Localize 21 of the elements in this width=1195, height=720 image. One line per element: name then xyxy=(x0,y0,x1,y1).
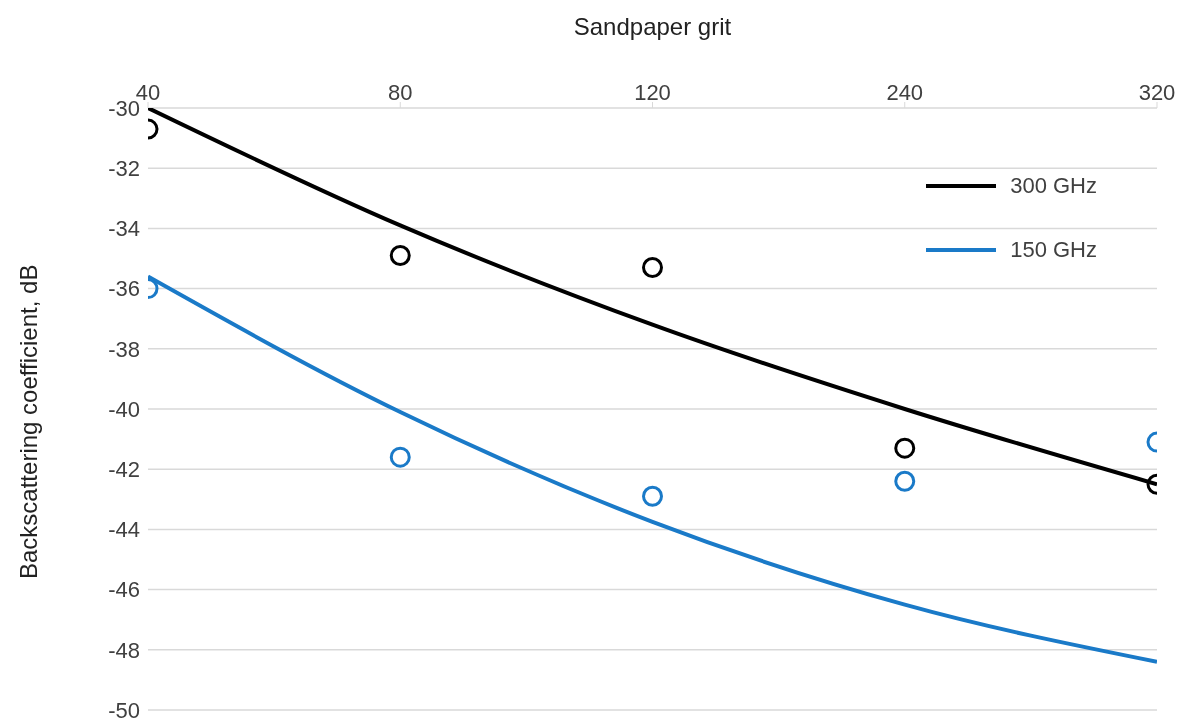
x-tick-label: 240 xyxy=(886,80,924,105)
y-tick-label: -42 xyxy=(108,457,140,483)
y-tick-label: -50 xyxy=(108,697,140,720)
y-tick-label: -44 xyxy=(108,517,140,543)
legend-label: 150 GHz xyxy=(1010,237,1097,263)
y-axis-title: Backscattering coefficient, dB xyxy=(14,264,42,579)
x-tick-label: 80 xyxy=(388,80,413,105)
y-tick-label: -48 xyxy=(108,637,140,663)
y-tick-label: -32 xyxy=(108,156,140,182)
legend-label: 300 GHz xyxy=(1010,173,1097,199)
y-tick-label: -34 xyxy=(108,216,140,242)
y-tick-label: -46 xyxy=(108,577,140,603)
y-tick-label: -40 xyxy=(108,396,140,422)
y-tick-label: -38 xyxy=(108,336,140,362)
point xyxy=(642,257,663,279)
y-tick-label: -36 xyxy=(108,276,140,302)
point xyxy=(642,485,663,507)
x-tick-label: 320 xyxy=(1138,80,1176,105)
x-axis-title: Sandpaper grit xyxy=(573,13,732,41)
x-tick-label: 120 xyxy=(634,80,671,105)
line-series xyxy=(148,274,1157,664)
